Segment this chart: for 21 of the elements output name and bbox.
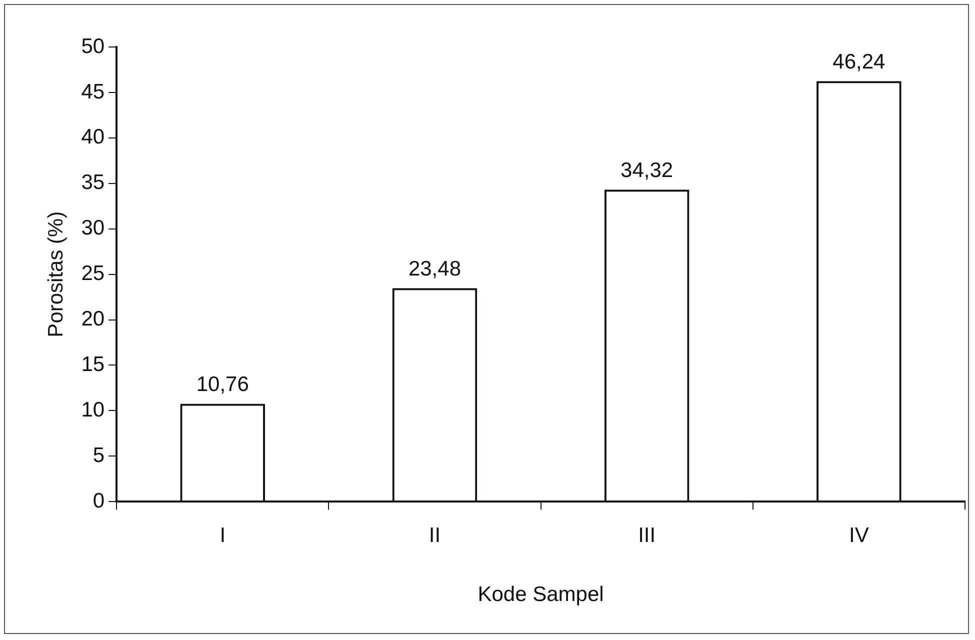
data-label: 34,32 [620, 158, 674, 182]
data-label: 10,76 [196, 373, 249, 396]
y-tick-label: 10 [81, 398, 105, 422]
x-tick-label: I [220, 524, 226, 547]
y-tick-label: 15 [81, 353, 105, 376]
y-tick-label: 30 [81, 216, 105, 240]
x-tick-label: II [428, 524, 441, 547]
data-label: 23,48 [408, 257, 462, 280]
y-tick-label: 20 [81, 308, 105, 331]
y-tick-label: 45 [81, 80, 105, 104]
y-tick-label: 25 [81, 262, 105, 286]
y-tick-label: 40 [81, 126, 105, 149]
y-tick-label: 50 [81, 34, 105, 58]
y-tick-label: 35 [81, 171, 105, 194]
x-tick-label: III [638, 524, 656, 547]
y-tick-label: 0 [92, 489, 105, 512]
x-axis-title: Kode Sampel [478, 583, 604, 606]
y-tick-label: 5 [92, 444, 105, 467]
data-label: 46,24 [832, 50, 886, 74]
y-axis-title: Porositas (%) [44, 211, 68, 338]
x-tick-label: IV [849, 524, 869, 547]
